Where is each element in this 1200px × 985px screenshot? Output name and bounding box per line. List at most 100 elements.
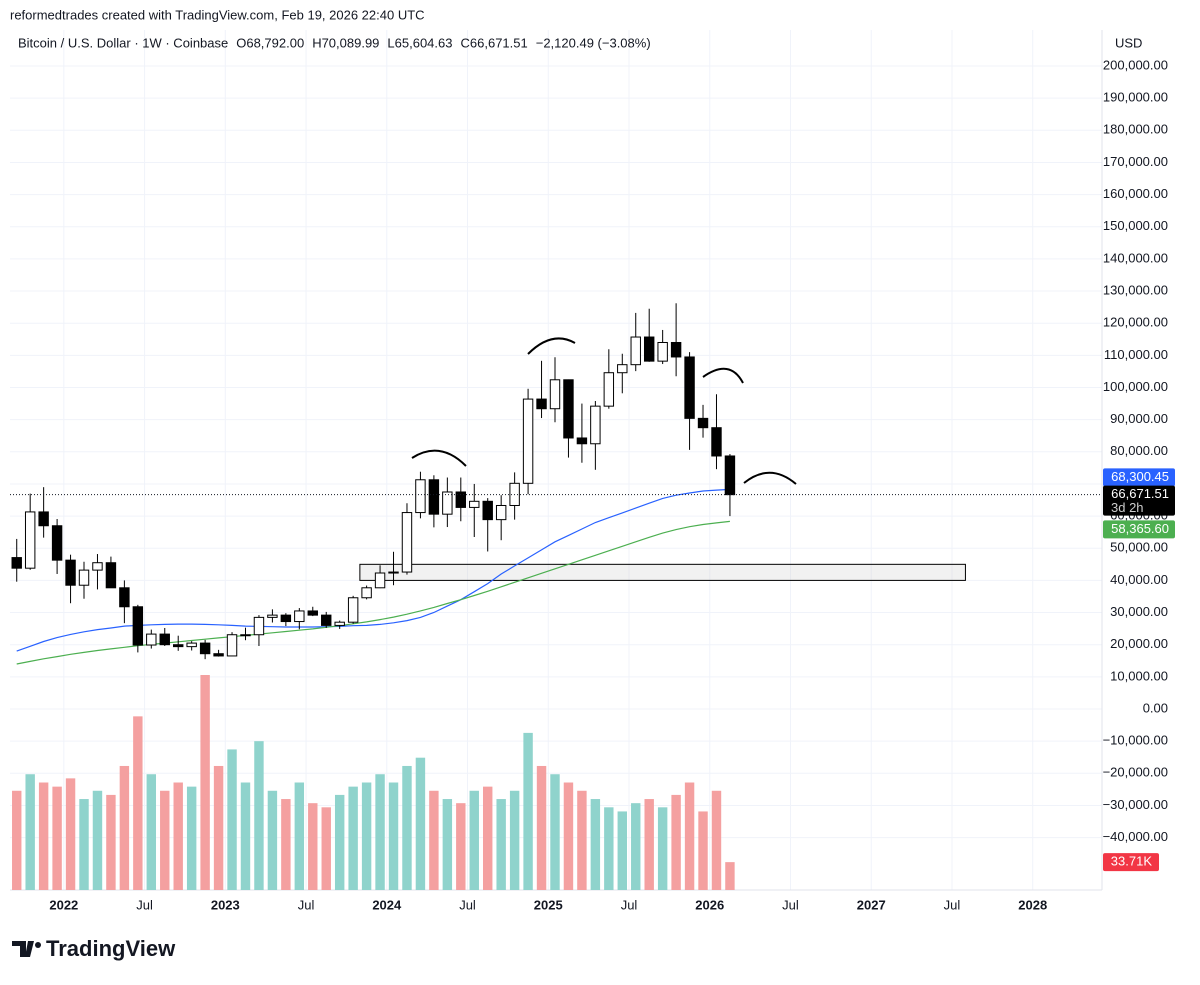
candle-body (536, 398, 547, 410)
y-tick-label: 50,000.00 (1110, 540, 1168, 555)
ohlc-value: O68,792.00 (236, 35, 304, 50)
y-tick-label: −40,000.00 (1103, 829, 1168, 844)
candle-body (38, 511, 49, 527)
volume-bar (133, 716, 143, 890)
volume-bar (509, 790, 520, 890)
candle-body (549, 379, 561, 410)
brand: TradingView (46, 936, 176, 961)
y-tick-label: 170,000.00 (1103, 154, 1168, 169)
volume-bar (657, 807, 668, 890)
x-tick-label: Jul (944, 897, 961, 912)
y-tick-label: 130,000.00 (1103, 282, 1168, 297)
volume-bar (52, 786, 62, 890)
volume-bar (442, 799, 453, 890)
volume-bar (281, 799, 291, 890)
candle-body (657, 341, 668, 362)
volume-bar (79, 799, 89, 890)
y-tick-label: 160,000.00 (1103, 186, 1168, 201)
candle-body (630, 336, 641, 366)
candle-body (253, 616, 265, 636)
candle-body (724, 455, 736, 496)
candle-body (321, 614, 332, 626)
candle-body (240, 634, 251, 637)
candle-body (347, 597, 359, 623)
candle-body (617, 364, 628, 374)
symbol: Bitcoin / U.S. Dollar · 1W · Coinbase (18, 35, 228, 50)
y-tick-label: 0.00 (1143, 700, 1168, 715)
candle-body (697, 417, 709, 429)
x-tick-label: Jul (621, 897, 638, 912)
volume-bar (388, 782, 399, 890)
volume-bar (631, 803, 641, 890)
volume-bar (160, 790, 170, 890)
y-tick-label: 110,000.00 (1104, 347, 1168, 362)
candle-body (374, 572, 386, 589)
candle-body (199, 642, 211, 655)
candle-body (92, 562, 103, 571)
candle-body (603, 372, 615, 407)
credit: reformedtrades created with TradingView.… (10, 7, 425, 22)
candle-body (428, 479, 440, 515)
candle-body (294, 610, 305, 623)
volume-bar (429, 790, 439, 890)
y-tick-label: 150,000.00 (1103, 218, 1168, 233)
candle-body (415, 479, 426, 514)
candle-body (388, 571, 399, 574)
volume-bar (590, 799, 601, 890)
volume-bar (402, 765, 412, 890)
y-tick-label: 120,000.00 (1103, 315, 1168, 330)
volume-bar (38, 782, 49, 890)
candle-body (576, 437, 588, 445)
volume-bar (12, 790, 22, 890)
y-tick-label: 180,000.00 (1103, 122, 1168, 137)
zone (359, 563, 966, 581)
volume-bar (200, 675, 210, 890)
countdown: 3d 2h (1111, 500, 1144, 515)
volume-bar (483, 786, 493, 890)
volume-label-bg (1103, 853, 1159, 872)
y-tick-label: 100,000.00 (1103, 379, 1168, 394)
candle-body (522, 398, 534, 484)
volume-bar (671, 794, 681, 890)
volume-bar (65, 778, 76, 890)
candle-body (65, 559, 76, 586)
candle-body (401, 512, 413, 573)
candle-body (670, 341, 682, 358)
volume-bar (321, 807, 331, 890)
candle-body (643, 336, 655, 362)
moving-average (16, 520, 730, 665)
candle-body (307, 610, 318, 616)
candle-body (361, 587, 372, 599)
volume-bar (227, 749, 237, 890)
volume-bar (563, 782, 574, 890)
ohlc-value: H70,089.99 (312, 35, 379, 50)
y-tick-label: 20,000.00 (1110, 636, 1168, 651)
price-label: 58,365.60 (1111, 521, 1169, 536)
x-tick-label: Jul (459, 897, 476, 912)
volume-bar (604, 807, 614, 890)
candle-body (105, 562, 117, 589)
candle-body (11, 557, 22, 569)
candle-body (226, 634, 238, 657)
y-tick-label: 10,000.00 (1110, 668, 1168, 683)
volume-bar (711, 790, 722, 890)
volume-bar (334, 794, 345, 890)
volume-bar (725, 862, 735, 890)
y-tick-label: −20,000.00 (1103, 765, 1168, 780)
candle-body (469, 500, 480, 508)
x-tick-label: Jul (782, 897, 799, 912)
x-tick-label: Jul (298, 897, 315, 912)
volume-bar (240, 782, 251, 890)
candle-body (482, 500, 493, 521)
volume-bar (213, 765, 224, 890)
x-tick-label: Jul (136, 897, 153, 912)
volume-bar (456, 803, 466, 890)
volume-bar (496, 799, 506, 890)
volume-bar (684, 782, 695, 890)
ohlc-value: C66,671.51 (461, 35, 528, 50)
x-tick-label: 2026 (695, 897, 724, 912)
volume-bar (644, 799, 654, 890)
currency: USD (1115, 35, 1142, 50)
price-label: 68,300.45 (1111, 469, 1169, 484)
